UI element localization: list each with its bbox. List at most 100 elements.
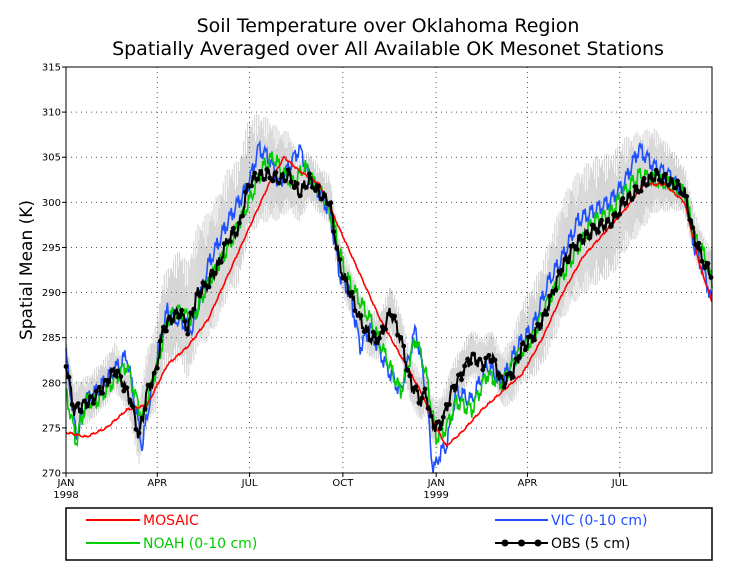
y-axis-label: Spatial Mean (K) xyxy=(17,200,37,340)
obs-point xyxy=(279,174,285,180)
x-tick-label: JUL xyxy=(241,478,258,489)
x-tick-label: JUL xyxy=(611,478,628,489)
obs-point xyxy=(91,401,96,406)
obs-point xyxy=(258,171,264,176)
x-tick-label: APR xyxy=(518,478,538,489)
y-tick-label: 310 xyxy=(42,108,61,119)
obs-point xyxy=(176,314,182,320)
obs-point xyxy=(684,194,689,199)
obs-point xyxy=(498,374,504,379)
obs-point xyxy=(264,167,270,172)
legend-marker xyxy=(534,539,542,547)
obs-point xyxy=(647,174,653,180)
obs-point xyxy=(559,267,565,273)
obs-point xyxy=(106,378,111,384)
obs-point xyxy=(234,231,239,237)
observation-range-band xyxy=(65,113,713,465)
obs-point xyxy=(416,400,422,406)
obs-point xyxy=(297,193,303,199)
obs-point xyxy=(702,265,708,271)
y-tick-label: 290 xyxy=(42,288,61,299)
obs-point xyxy=(270,178,276,184)
x-tick-label: APR xyxy=(147,478,167,489)
obs-point xyxy=(401,343,407,349)
obs-point xyxy=(310,184,315,190)
x-tick-year: 1999 xyxy=(423,490,448,501)
obs-point xyxy=(501,384,507,390)
obs-point xyxy=(188,310,194,316)
obs-point xyxy=(565,259,571,265)
obs-point xyxy=(285,167,291,173)
x-tick-label: JAN xyxy=(56,478,74,489)
obs-point xyxy=(373,340,379,346)
obs-point xyxy=(337,257,343,262)
obs-point xyxy=(462,363,467,369)
obs-point xyxy=(699,258,705,264)
obs-point xyxy=(328,200,334,206)
obs-point xyxy=(167,314,172,320)
obs-point xyxy=(696,240,702,246)
obs-point xyxy=(419,395,425,401)
obs-point xyxy=(75,401,81,406)
obs-point xyxy=(133,426,139,432)
obs-point xyxy=(574,246,580,252)
plot-frame xyxy=(65,66,713,474)
obs-point xyxy=(453,383,458,389)
obs-point xyxy=(586,235,592,241)
obs-point xyxy=(495,371,501,376)
obs-point xyxy=(206,284,212,290)
obs-point xyxy=(666,182,671,188)
grid xyxy=(66,67,712,473)
obs-point xyxy=(474,359,480,365)
obs-point xyxy=(377,335,382,341)
obs-point xyxy=(477,356,483,362)
obs-point xyxy=(364,327,370,333)
obs-point xyxy=(465,356,470,362)
y-tick-label: 295 xyxy=(42,243,61,254)
obs-point xyxy=(425,405,431,411)
obs-point xyxy=(638,188,644,194)
obs-point xyxy=(483,355,489,361)
obs-point xyxy=(617,211,623,217)
obs-point xyxy=(629,197,635,203)
obs-point xyxy=(319,196,324,202)
obs-point xyxy=(322,193,327,199)
obs-point xyxy=(197,293,203,299)
obs-point xyxy=(687,217,693,223)
obs-point xyxy=(398,335,404,340)
obs-point xyxy=(130,404,136,409)
obs-point xyxy=(529,334,534,340)
obs-point xyxy=(669,178,674,184)
chart-title: Soil Temperature over Oklahoma Region xyxy=(197,15,580,37)
obs-point xyxy=(255,176,261,182)
series-line-mosaic xyxy=(65,155,713,448)
obs-point xyxy=(583,231,589,236)
obs-point xyxy=(136,430,142,436)
x-tick-label: JAN xyxy=(427,478,445,489)
obs-point xyxy=(580,238,586,244)
obs-point xyxy=(547,293,553,299)
obs-point xyxy=(431,423,437,429)
x-tick-year: 1998 xyxy=(53,490,78,501)
obs-point xyxy=(273,170,279,175)
obs-point xyxy=(173,310,178,315)
obs-point xyxy=(459,377,464,383)
y-tick-label: 285 xyxy=(42,333,61,344)
obs-point xyxy=(237,220,242,226)
obs-point xyxy=(507,370,513,376)
obs-point xyxy=(343,277,349,283)
obs-point xyxy=(708,275,714,280)
obs-point xyxy=(593,226,598,232)
obs-point xyxy=(230,225,236,231)
obs-point xyxy=(422,386,428,392)
obs-point xyxy=(602,224,607,230)
obs-point xyxy=(127,397,133,403)
obs-point xyxy=(367,337,373,343)
obs-point xyxy=(294,181,300,187)
obs-point xyxy=(446,402,452,407)
obs-point xyxy=(151,370,157,376)
obs-point xyxy=(675,178,680,184)
y-tick-label: 300 xyxy=(42,198,61,209)
obs-point xyxy=(690,225,696,231)
obs-point xyxy=(516,354,522,359)
